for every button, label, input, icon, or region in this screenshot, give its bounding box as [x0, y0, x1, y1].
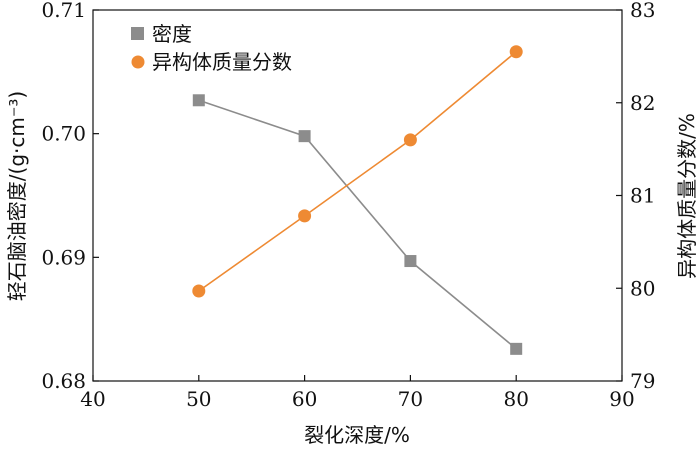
left-axis-title: 轻石脑油密度/(g·cm⁻³) — [5, 91, 29, 301]
x-tick-label: 40 — [80, 387, 105, 411]
x-tick-label: 90 — [609, 387, 634, 411]
right-y-tick-label: 80 — [630, 276, 655, 300]
right-y-tick-label: 83 — [630, 0, 655, 22]
x-tick-label: 50 — [186, 387, 211, 411]
series-line-1 — [198, 51, 517, 292]
x-axis-title: 裂化深度/% — [304, 423, 410, 447]
data-point-square — [404, 255, 417, 268]
data-point-circle — [298, 209, 312, 223]
right-y-tick-label: 79 — [630, 369, 655, 393]
x-tick-label: 70 — [398, 387, 423, 411]
left-y-tick-label: 0.68 — [41, 369, 86, 393]
data-point-square — [192, 94, 205, 107]
legend-marker-density — [131, 27, 144, 40]
left-y-tick-label: 0.71 — [41, 0, 86, 22]
series-layer — [192, 45, 523, 355]
plot-frame — [92, 9, 623, 382]
series-line-0 — [198, 99, 517, 350]
x-tick-label: 60 — [292, 387, 317, 411]
data-point-circle — [192, 284, 206, 298]
left-y-tick-label: 0.70 — [41, 122, 86, 146]
tick-layer: 40 50 60 70 80 90 0.68 0.69 0.70 0.71 79 80 81 82 83 — [41, 0, 655, 411]
data-point-circle — [403, 133, 417, 147]
legend-label-isomer: 异构体质量分数 — [152, 50, 292, 74]
left-y-tick-label: 0.69 — [41, 245, 86, 269]
data-point-square — [298, 130, 311, 143]
x-tick-label: 80 — [503, 387, 528, 411]
right-y-tick-label: 81 — [630, 184, 655, 208]
data-point-circle — [509, 45, 523, 59]
legend-label-density: 密度 — [152, 22, 192, 46]
legend: 密度 异构体质量分数 — [131, 22, 292, 74]
data-point-square — [510, 342, 523, 355]
right-y-tick-label: 82 — [630, 91, 655, 115]
legend-marker-isomer — [131, 55, 145, 69]
right-axis-title: 异构体质量分数/% — [675, 113, 699, 279]
